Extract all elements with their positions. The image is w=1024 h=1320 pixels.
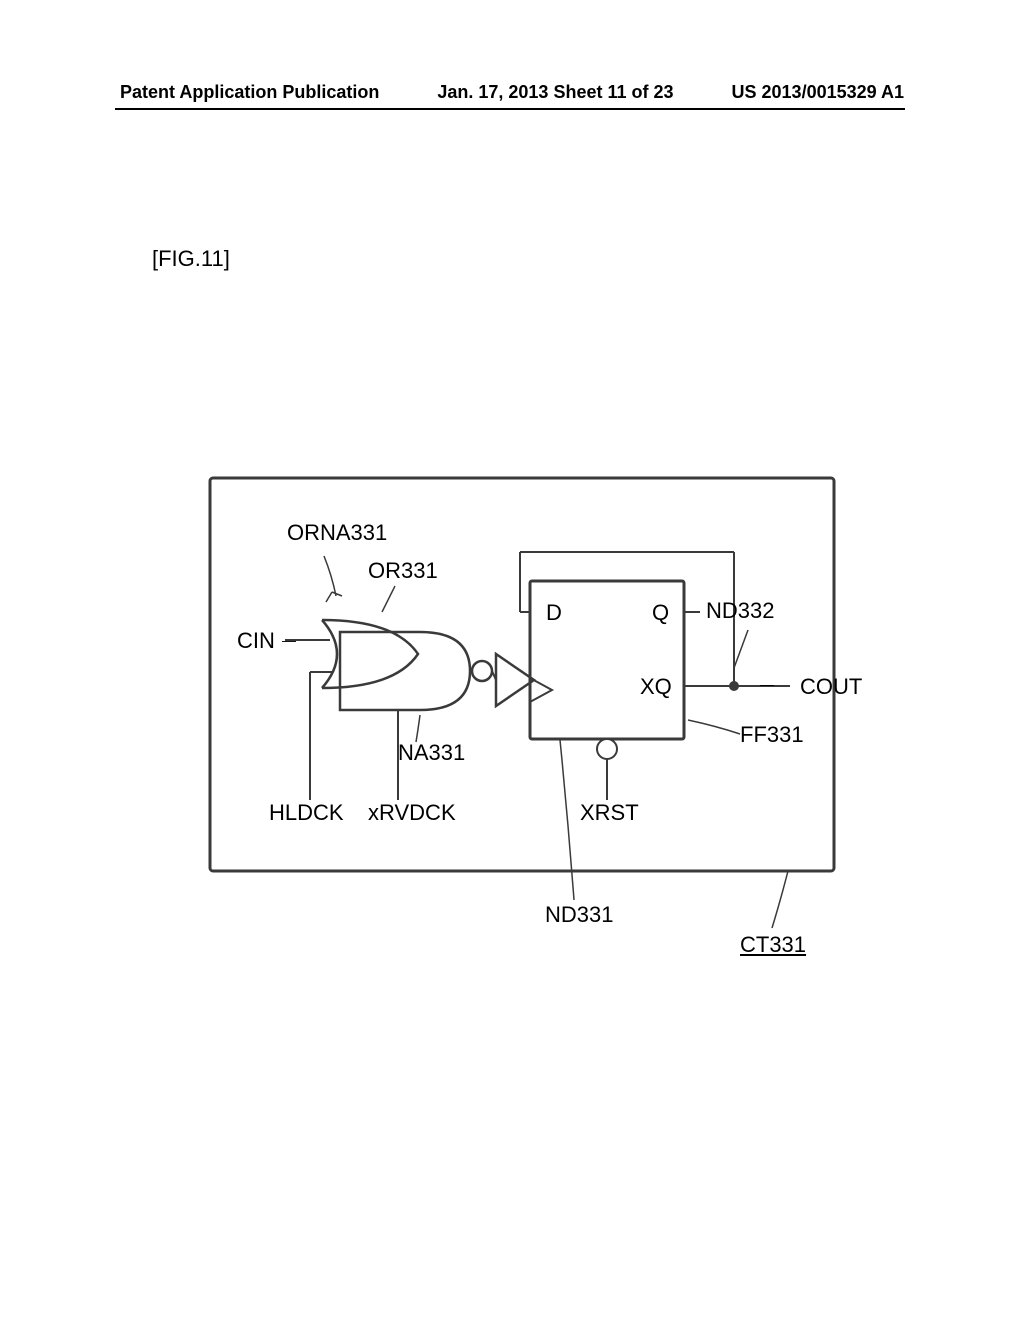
label-xrst: XRST bbox=[580, 800, 639, 826]
ff-leader bbox=[688, 720, 740, 734]
na-leader bbox=[416, 715, 420, 742]
ff-reset-bubble bbox=[597, 739, 617, 759]
label-nd331: ND331 bbox=[545, 902, 613, 928]
ff-q-label: Q bbox=[652, 600, 669, 625]
label-cin: CIN bbox=[237, 628, 275, 654]
nand-bubble bbox=[472, 661, 492, 681]
label-ct331: CT331 bbox=[740, 932, 806, 958]
circuit-diagram: D Q XQ bbox=[0, 0, 1024, 1320]
nd332-leader bbox=[734, 630, 748, 668]
label-nd332: ND332 bbox=[706, 598, 774, 624]
or-leader bbox=[382, 586, 395, 612]
cin-dash: — bbox=[282, 632, 296, 648]
nd331-leader bbox=[560, 740, 574, 900]
cout-dash: — bbox=[760, 676, 774, 692]
ff-d-label: D bbox=[546, 600, 562, 625]
nand-body bbox=[340, 632, 470, 710]
orna-arrow bbox=[326, 592, 342, 602]
label-na331: NA331 bbox=[398, 740, 465, 766]
ct331-leader bbox=[772, 871, 788, 928]
buffer-triangle bbox=[496, 654, 534, 706]
label-hldck: HLDCK bbox=[269, 800, 344, 826]
label-or331: OR331 bbox=[368, 558, 438, 584]
label-cout: COUT bbox=[800, 674, 862, 700]
label-ff331: FF331 bbox=[740, 722, 804, 748]
label-xrvdck: xRVDCK bbox=[368, 800, 456, 826]
label-orna331: ORNA331 bbox=[287, 520, 387, 546]
orna-leader bbox=[324, 556, 336, 596]
or-left-edge bbox=[322, 620, 337, 688]
ff-xq-label: XQ bbox=[640, 674, 672, 699]
